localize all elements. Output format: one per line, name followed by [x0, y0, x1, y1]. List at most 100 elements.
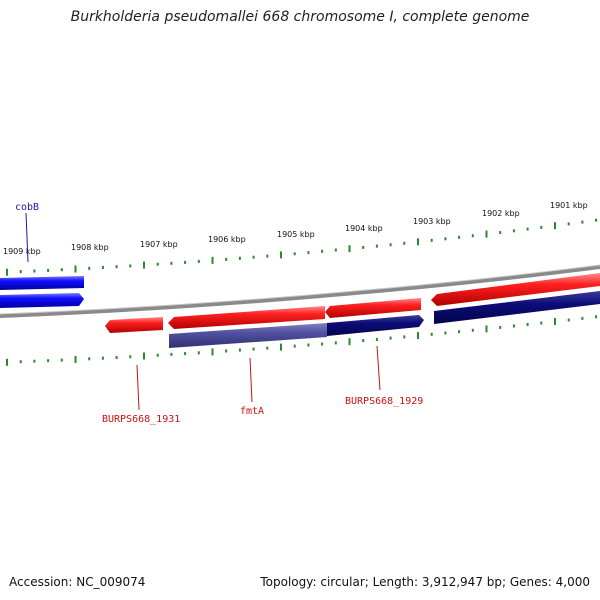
inner-track-minor-tick: [225, 349, 228, 353]
outer-track-major-tick: [554, 222, 556, 230]
inner-track-major-tick: [6, 358, 8, 366]
navy-cds-right[interactable]: [434, 291, 600, 324]
tick-label-1901: 1901 kbp: [550, 201, 588, 210]
outer-track-major-tick: [417, 238, 419, 246]
inner-track-minor-tick: [512, 324, 515, 328]
outer-track-minor-tick: [184, 260, 187, 264]
BURPS668_1929-label[interactable]: BURPS668_1929: [345, 396, 423, 407]
BURPS668_1929-leader-line: [376, 345, 381, 391]
outer-track-minor-tick: [293, 252, 296, 256]
inner-track-major-tick: [554, 318, 556, 325]
outer-track-minor-tick: [101, 266, 104, 269]
outer-track-minor-tick: [389, 243, 392, 247]
outer-track-major-tick: [485, 230, 488, 238]
outer-track-major-tick: [6, 268, 8, 276]
inner-track-major-tick: [485, 325, 488, 333]
fmtA-gene[interactable]: [168, 306, 325, 329]
tick-label-1902: 1902 kbp: [482, 209, 520, 218]
outer-tick-track: [6, 218, 598, 276]
outer-track-minor-tick: [19, 270, 22, 274]
tick-label-1903: 1903 kbp: [413, 217, 451, 226]
tick-label-1905: 1905 kbp: [277, 230, 315, 239]
inner-track-major-tick: [280, 343, 282, 351]
outer-track-minor-tick: [595, 218, 598, 222]
outer-track-minor-tick: [47, 268, 50, 272]
inner-track-minor-tick: [88, 357, 91, 361]
fmtA-label[interactable]: fmtA: [240, 406, 264, 417]
cobB-label[interactable]: cobB: [15, 202, 39, 213]
accession-text: Accession: NC_009074: [9, 575, 146, 589]
red-gene-upper-2[interactable]: [431, 273, 600, 306]
tick-label-1908: 1908 kbp: [71, 243, 109, 252]
inner-track-minor-tick: [19, 360, 22, 364]
inner-track-minor-tick: [266, 346, 269, 350]
inner-track-minor-tick: [115, 356, 118, 359]
tick-label-1906: 1906 kbp: [208, 235, 246, 244]
inner-track-minor-tick: [458, 330, 461, 334]
cobB-gene-upper[interactable]: [0, 276, 84, 290]
outer-track-minor-tick: [512, 229, 515, 233]
fmtA-cds[interactable]: [169, 323, 327, 348]
inner-track-minor-tick: [581, 316, 584, 320]
inner-track-major-tick: [417, 332, 419, 340]
outer-track-minor-tick: [88, 266, 91, 270]
inner-track-minor-tick: [334, 341, 337, 345]
inner-track-major-tick: [143, 352, 145, 360]
inner-track-major-tick: [74, 356, 77, 363]
outer-track-minor-tick: [238, 256, 241, 260]
inner-track-minor-tick: [170, 352, 173, 356]
inner-track-minor-tick: [375, 337, 378, 341]
inner-track-minor-tick: [403, 335, 406, 339]
inner-track-minor-tick: [47, 359, 50, 363]
inner-track-minor-tick: [197, 351, 200, 355]
outer-track-minor-tick: [170, 261, 173, 265]
outer-track-minor-tick: [115, 265, 118, 269]
outer-track-minor-tick: [225, 257, 228, 261]
outer-track-minor-tick: [252, 255, 255, 259]
inner-track-minor-tick: [444, 331, 447, 335]
outer-track-minor-tick: [321, 249, 324, 253]
outer-track-minor-tick: [458, 235, 461, 239]
inner-track-major-tick: [211, 348, 214, 356]
BURPS668_1931-label[interactable]: BURPS668_1931: [102, 414, 180, 425]
inner-track-minor-tick: [238, 348, 241, 352]
tick-label-1907: 1907 kbp: [140, 240, 178, 249]
outer-track-minor-tick: [581, 220, 584, 224]
outer-track-major-tick: [211, 256, 214, 264]
outer-track-minor-tick: [129, 264, 132, 268]
inner-track-minor-tick: [156, 353, 159, 357]
inner-track-minor-tick: [252, 347, 255, 351]
inner-track-minor-tick: [362, 339, 365, 343]
outer-track-minor-tick: [375, 244, 378, 248]
inner-track-minor-tick: [321, 342, 324, 346]
outer-track-major-tick: [348, 245, 351, 253]
inner-track-minor-tick: [389, 336, 392, 340]
inner-track-minor-tick: [60, 358, 63, 362]
reverse-gene-lower[interactable]: [0, 293, 84, 308]
inner-track-minor-tick: [540, 321, 543, 325]
outer-track-major-tick: [280, 251, 282, 259]
outer-track-minor-tick: [362, 245, 365, 249]
outer-track-minor-tick: [430, 238, 433, 242]
outer-track-major-tick: [143, 261, 145, 269]
outer-track-minor-tick: [540, 225, 543, 229]
outer-track-major-tick: [74, 265, 77, 273]
BURPS668_1931-gene[interactable]: [105, 317, 163, 333]
outer-track-minor-tick: [33, 269, 36, 273]
outer-track-minor-tick: [266, 254, 269, 258]
red-gene-upper-1[interactable]: [325, 298, 421, 318]
outer-track-minor-tick: [60, 268, 63, 272]
outer-track-minor-tick: [156, 262, 159, 266]
fmtA-leader-line: [249, 357, 253, 403]
BURPS668_1929-cds[interactable]: [327, 315, 424, 336]
inner-track-minor-tick: [129, 355, 132, 359]
tick-label-1909: 1909 kbp: [3, 247, 41, 256]
genome-info-text: Topology: circular; Length: 3,912,947 bp…: [260, 575, 590, 589]
map-title: Burkholderia pseudomallei 668 chromosome…: [70, 9, 530, 25]
chromosome-backbone: [0, 265, 600, 318]
inner-track-minor-tick: [567, 318, 570, 322]
tick-labels: 1909 kbp 1908 kbp 1907 kbp 1906 kbp 1905…: [3, 201, 588, 256]
outer-track-minor-tick: [444, 237, 447, 241]
inner-track-minor-tick: [184, 352, 187, 356]
